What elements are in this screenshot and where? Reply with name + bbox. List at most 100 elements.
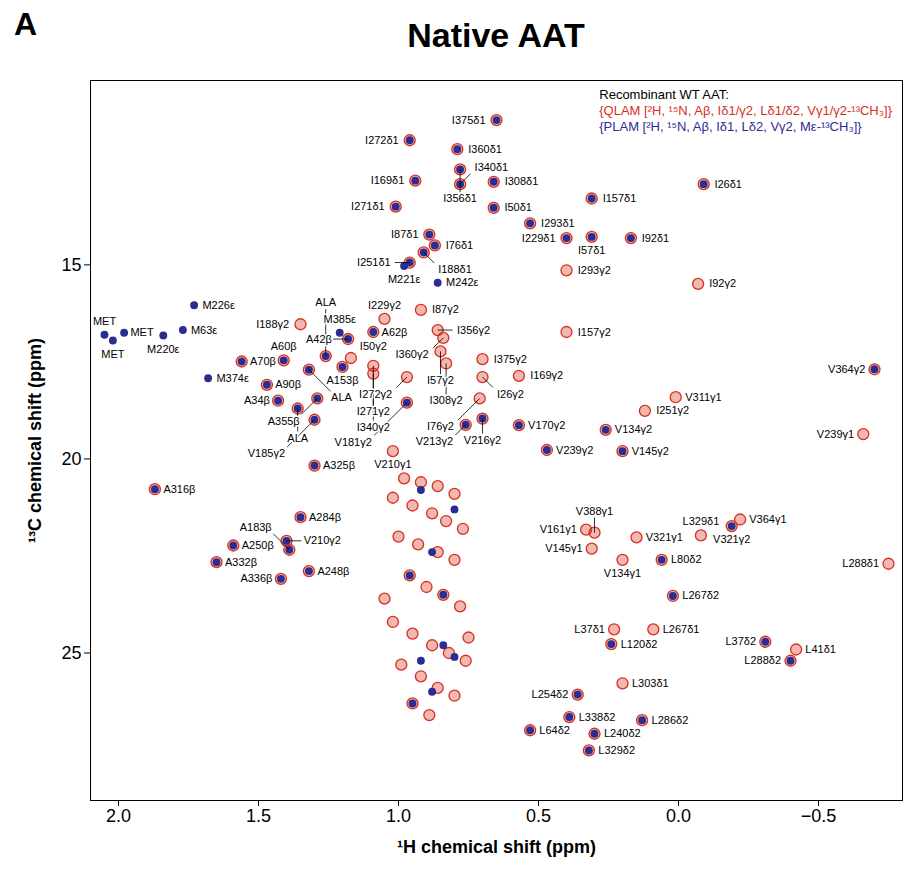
- svg-text:V161γ1: V161γ1: [540, 523, 577, 535]
- svg-text:I293δ1: I293δ1: [541, 217, 575, 229]
- svg-text:V210γ2: V210γ2: [304, 534, 341, 546]
- svg-text:V364γ2: V364γ2: [828, 363, 865, 375]
- svg-text:MET: MET: [101, 348, 125, 360]
- svg-text:A62β: A62β: [382, 326, 408, 338]
- svg-text:¹³C chemical shift (ppm): ¹³C chemical shift (ppm): [25, 338, 45, 543]
- svg-text:A34β: A34β: [244, 394, 270, 406]
- svg-text:A316β: A316β: [163, 483, 195, 495]
- svg-text:I87γ2: I87γ2: [432, 303, 459, 315]
- svg-text:L37δ1: L37δ1: [574, 623, 605, 635]
- svg-text:V239γ1: V239γ1: [817, 428, 854, 440]
- svg-text:A153β: A153β: [326, 374, 358, 386]
- svg-text:V134γ1: V134γ1: [604, 567, 641, 579]
- svg-text:¹H chemical shift (ppm): ¹H chemical shift (ppm): [397, 837, 596, 857]
- svg-text:L254δ2: L254δ2: [532, 688, 569, 700]
- svg-text:15: 15: [61, 255, 81, 275]
- svg-text:L288δ1: L288δ1: [842, 557, 879, 569]
- svg-text:L329δ2: L329δ2: [598, 744, 635, 756]
- svg-text:I57δ1: I57δ1: [578, 244, 606, 256]
- svg-text:L288δ2: L288δ2: [744, 654, 781, 666]
- svg-text:M374ε: M374ε: [216, 372, 249, 384]
- svg-text:A70β: A70β: [250, 355, 276, 367]
- svg-text:A42β: A42β: [306, 333, 332, 345]
- svg-text:V210γ1: V210γ1: [374, 458, 411, 470]
- svg-text:I340δ1: I340δ1: [475, 161, 509, 173]
- svg-text:I360δ1: I360δ1: [468, 143, 502, 155]
- svg-text:MET: MET: [130, 326, 154, 338]
- svg-text:L267δ1: L267δ1: [663, 623, 700, 635]
- svg-text:M221ε: M221ε: [388, 273, 421, 285]
- svg-text:I169γ2: I169γ2: [530, 369, 563, 381]
- svg-text:M242ε: M242ε: [446, 276, 479, 288]
- svg-text:V388γ1: V388γ1: [576, 505, 613, 517]
- svg-text:M220ε: M220ε: [147, 343, 180, 355]
- svg-text:A332β: A332β: [225, 556, 257, 568]
- svg-text:I229δ1: I229δ1: [522, 232, 556, 244]
- svg-text:I375γ2: I375γ2: [494, 353, 527, 365]
- svg-text:I76γ2: I76γ2: [427, 420, 454, 432]
- svg-text:1.0: 1.0: [386, 806, 411, 826]
- svg-text:ALA: ALA: [315, 296, 336, 308]
- svg-text:V239γ2: V239γ2: [556, 444, 593, 456]
- svg-text:0.5: 0.5: [526, 806, 551, 826]
- svg-text:ALA: ALA: [287, 431, 308, 443]
- svg-text:I188δ1: I188δ1: [438, 263, 472, 275]
- svg-text:V321γ1: V321γ1: [646, 531, 683, 543]
- svg-text:M385ε: M385ε: [323, 313, 356, 325]
- svg-text:I169δ1: I169δ1: [371, 174, 405, 186]
- svg-text:I272γ2: I272γ2: [359, 388, 392, 400]
- svg-text:A183β: A183β: [240, 521, 272, 533]
- svg-text:V216γ2: V216γ2: [464, 434, 501, 446]
- svg-text:MET: MET: [93, 315, 117, 327]
- svg-text:I293γ2: I293γ2: [578, 264, 611, 276]
- svg-text:L329δ1: L329δ1: [683, 515, 720, 527]
- svg-text:I251δ1: I251δ1: [357, 256, 391, 268]
- svg-text:A325β: A325β: [323, 459, 355, 471]
- svg-text:L303δ1: L303δ1: [632, 677, 669, 689]
- svg-text:I157δ1: I157δ1: [603, 192, 637, 204]
- svg-text:L41δ1: L41δ1: [805, 643, 836, 655]
- svg-text:ALA: ALA: [331, 391, 352, 403]
- svg-text:L37δ2: L37δ2: [726, 635, 757, 647]
- svg-text:V364γ1: V364γ1: [749, 513, 786, 525]
- svg-text:I308γ2: I308γ2: [430, 394, 463, 406]
- svg-text:L120δ2: L120δ2: [621, 638, 658, 650]
- svg-text:A248β: A248β: [317, 565, 349, 577]
- svg-text:2.0: 2.0: [106, 806, 131, 826]
- svg-text:I340γ2: I340γ2: [357, 421, 390, 433]
- svg-text:V321γ2: V321γ2: [713, 533, 750, 545]
- svg-text:M226ε: M226ε: [202, 299, 235, 311]
- svg-text:1.5: 1.5: [246, 806, 271, 826]
- svg-text:20: 20: [61, 449, 81, 469]
- svg-text:I375δ1: I375δ1: [452, 114, 486, 126]
- svg-text:−0.5: −0.5: [801, 806, 837, 826]
- svg-text:L64δ2: L64δ2: [539, 724, 570, 736]
- svg-text:I271γ2: I271γ2: [357, 405, 390, 417]
- svg-text:I87δ1: I87δ1: [391, 228, 419, 240]
- svg-text:I229γ2: I229γ2: [368, 299, 401, 311]
- svg-text:I26δ1: I26δ1: [714, 178, 742, 190]
- svg-text:V311γ1: V311γ1: [685, 391, 722, 403]
- svg-text:V181γ2: V181γ2: [335, 436, 372, 448]
- svg-text:V145γ1: V145γ1: [545, 542, 582, 554]
- svg-text:I92δ1: I92δ1: [642, 232, 670, 244]
- svg-text:A90β: A90β: [275, 378, 301, 390]
- svg-text:25: 25: [61, 643, 81, 663]
- svg-text:I360γ2: I360γ2: [395, 348, 428, 360]
- svg-text:I356δ1: I356δ1: [443, 192, 477, 204]
- svg-text:L80δ2: L80δ2: [671, 553, 702, 565]
- svg-text:I50δ1: I50δ1: [504, 201, 532, 213]
- svg-text:I57γ2: I57γ2: [427, 374, 454, 386]
- svg-text:A284β: A284β: [309, 511, 341, 523]
- svg-text:I356γ2: I356γ2: [457, 324, 490, 336]
- svg-text:I272δ1: I272δ1: [365, 134, 399, 146]
- svg-text:M63ε: M63ε: [191, 324, 217, 336]
- svg-text:V170γ2: V170γ2: [528, 419, 565, 431]
- svg-text:L267δ2: L267δ2: [682, 589, 719, 601]
- svg-text:A250β: A250β: [242, 539, 274, 551]
- svg-text:0.0: 0.0: [666, 806, 691, 826]
- svg-text:A60β: A60β: [271, 340, 297, 352]
- svg-text:I50γ2: I50γ2: [360, 340, 387, 352]
- svg-text:I92γ2: I92γ2: [709, 277, 736, 289]
- svg-text:I251γ2: I251γ2: [656, 404, 689, 416]
